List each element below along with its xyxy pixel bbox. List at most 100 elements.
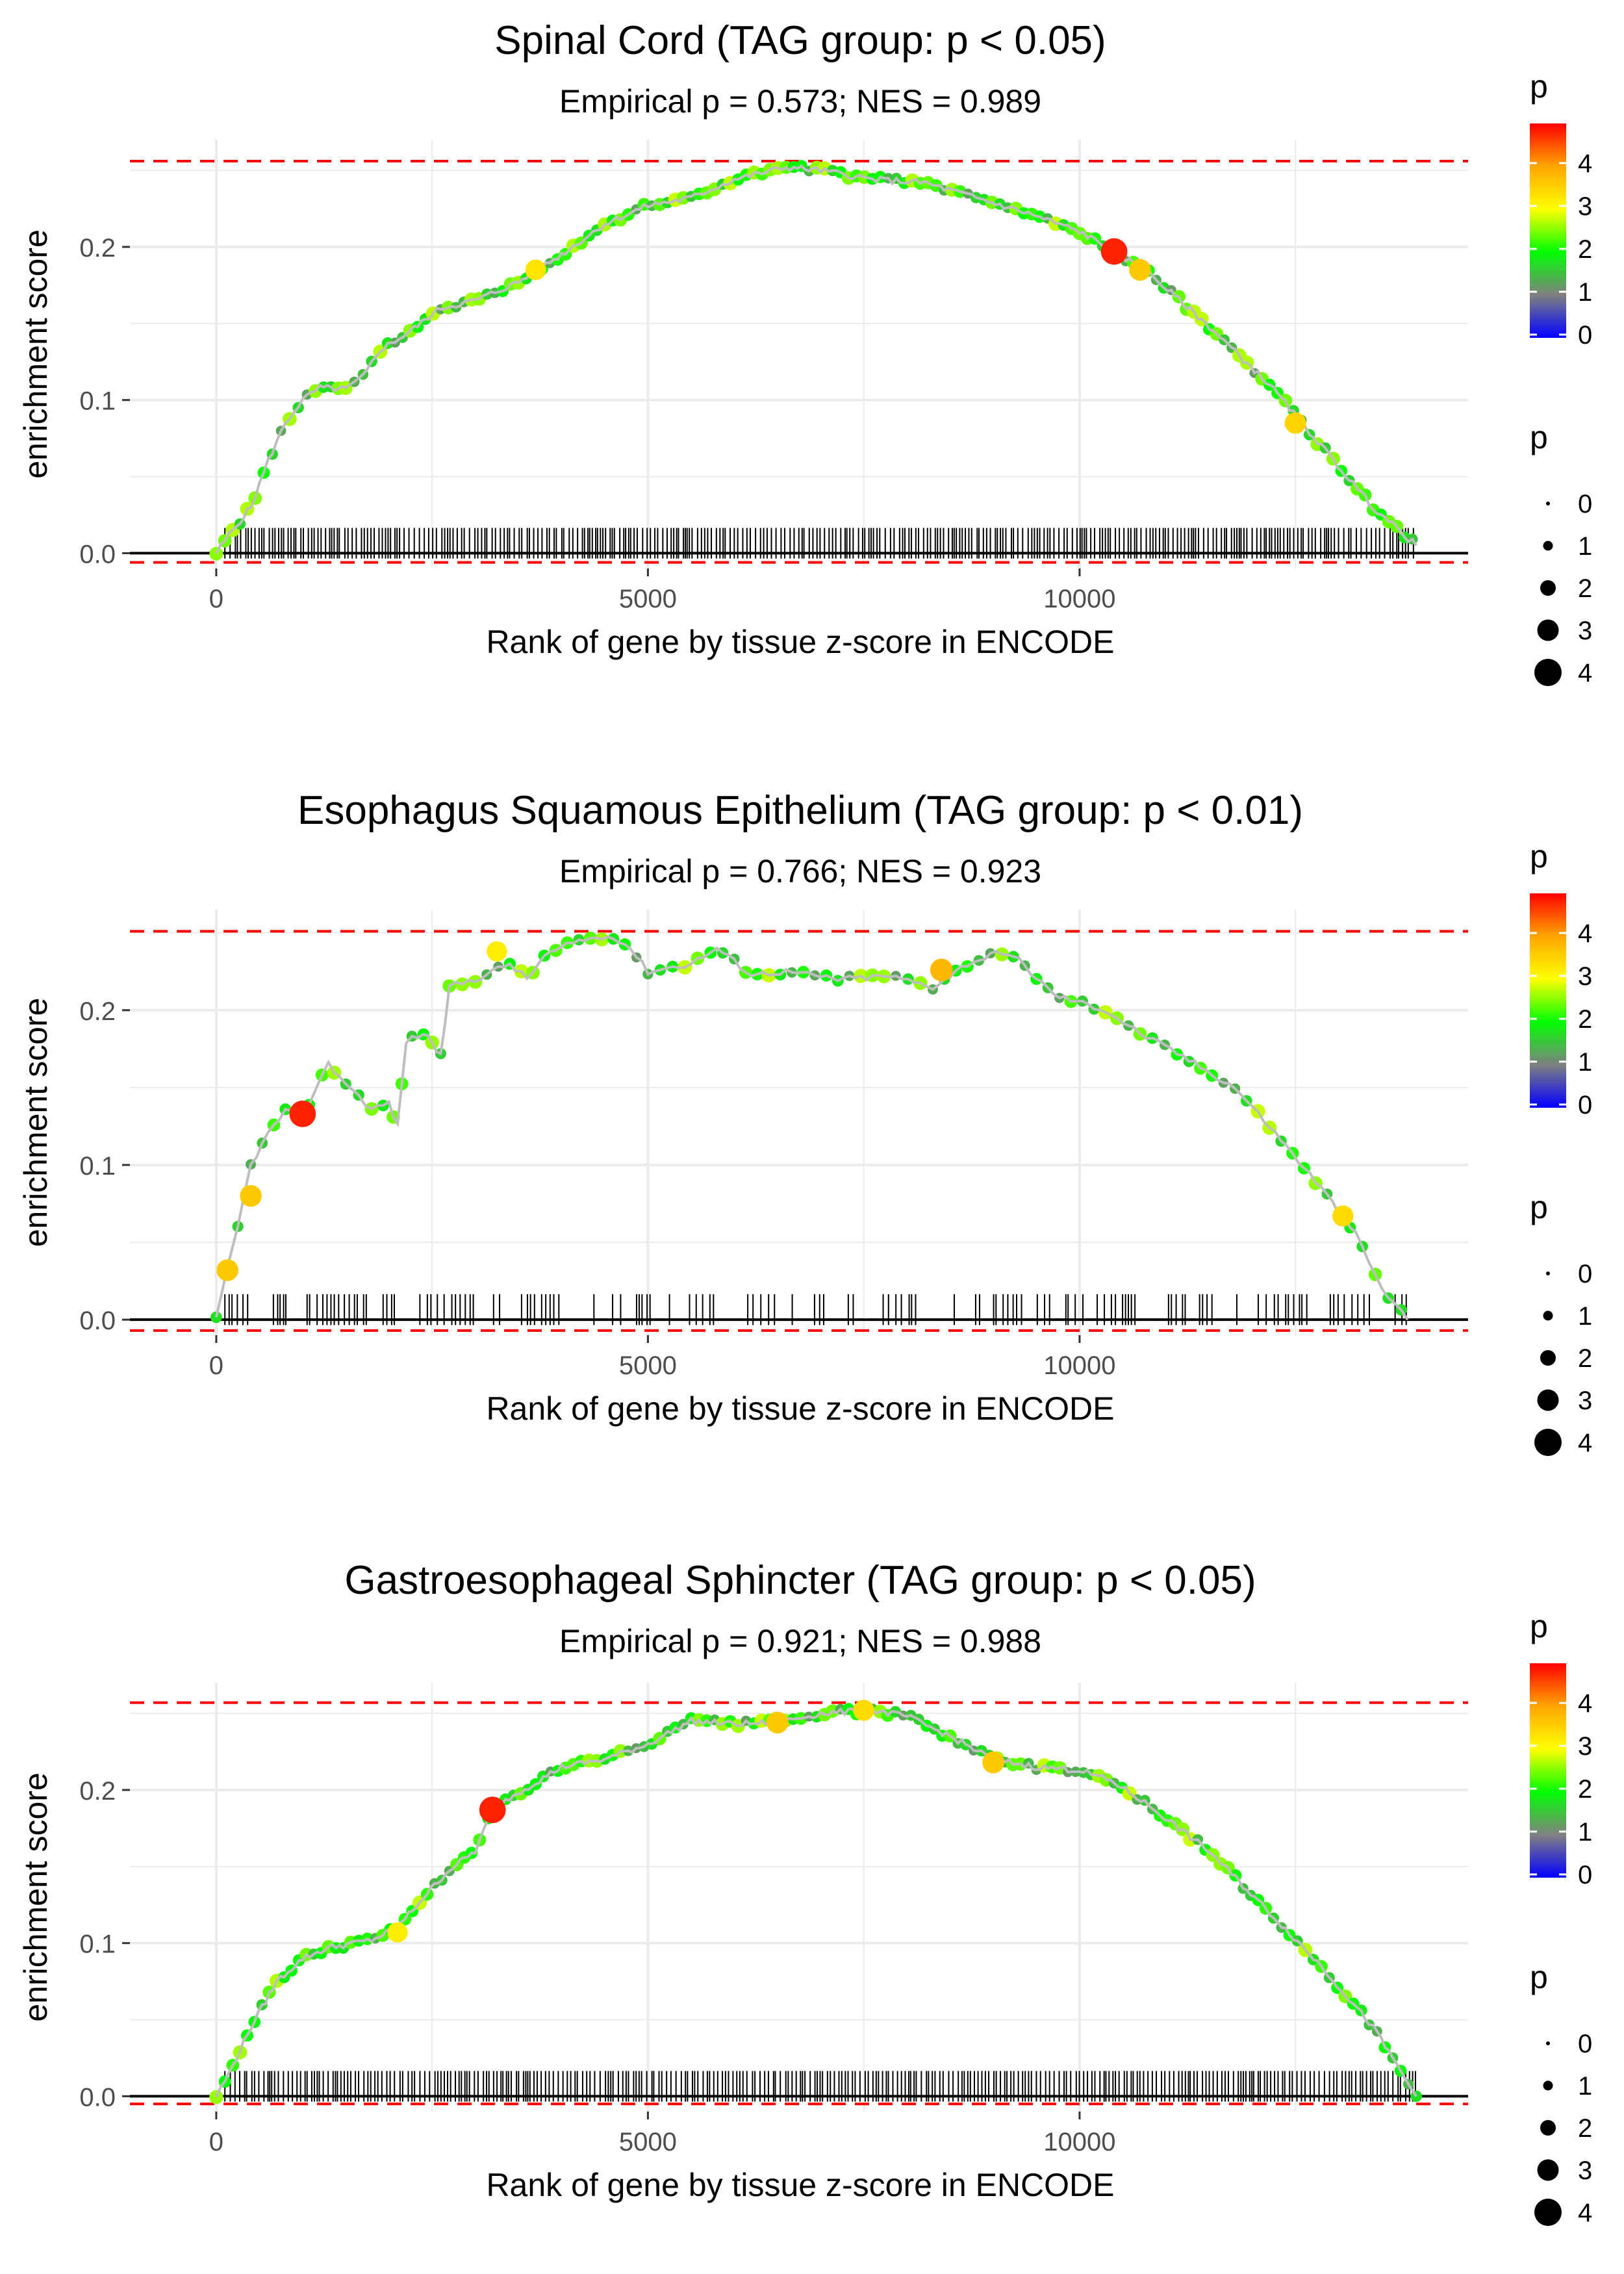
size-legend-label: 1 <box>1578 532 1592 561</box>
size-legend-label: 0 <box>1578 2030 1592 2058</box>
size-legend-label: 3 <box>1578 617 1592 645</box>
color-legend-label: 2 <box>1578 1005 1592 1034</box>
size-legend-dot <box>1537 1389 1559 1411</box>
x-tick-label: 10000 <box>1043 1351 1115 1380</box>
size-legend-dot <box>1537 619 1559 641</box>
panel-1: Spinal Cord (TAG group: p < 0.05) Empiric… <box>18 18 1592 687</box>
color-legend-label: 4 <box>1578 1689 1592 1718</box>
panel-subtitle: Empirical p = 0.766; NES = 0.923 <box>559 853 1041 889</box>
es-highlight-point <box>930 958 953 982</box>
size-legend-label: 0 <box>1578 1260 1592 1288</box>
x-tick-label: 5000 <box>619 1351 677 1380</box>
es-highlight-point <box>240 1184 262 1207</box>
y-tick-label: 0.1 <box>79 387 116 416</box>
axes: 0.0 0.1 0.2 0 5000 10000 Rank of gene by tissu… <box>18 997 1116 1427</box>
y-axis-label: enrichment score <box>18 998 54 1247</box>
x-tick-label: 0 <box>209 585 223 613</box>
es-highlight-point <box>479 1796 506 1824</box>
color-legend-label: 4 <box>1578 919 1592 948</box>
y-tick-label: 0.2 <box>79 1777 116 1806</box>
size-legend-label: 1 <box>1578 2072 1592 2101</box>
y-tick-label: 0.1 <box>79 1152 116 1181</box>
es-highlight-point <box>853 1700 874 1721</box>
size-legend-dot <box>1546 1271 1550 1275</box>
size-legend-label: 4 <box>1578 2199 1592 2227</box>
size-legend-label: 0 <box>1578 490 1592 518</box>
size-legend-dot <box>1534 659 1562 686</box>
size-legend-dot <box>1543 541 1553 551</box>
es-line <box>214 935 1409 1321</box>
color-legend-title: p <box>1530 68 1548 105</box>
legend: p 0 1 2 3 4 p 0 1 2 3 4 <box>1530 1608 1592 2227</box>
gridlines <box>130 1683 1468 2112</box>
color-legend-label: 0 <box>1578 321 1592 350</box>
gridlines <box>130 140 1468 568</box>
legend: p 0 1 2 3 4 p 0 1 2 3 4 <box>1530 68 1592 687</box>
y-tick-label: 0.0 <box>79 540 116 568</box>
es-highlight-point <box>1284 412 1306 434</box>
color-legend-title: p <box>1530 838 1548 875</box>
color-legend-label: 1 <box>1578 278 1592 307</box>
es-highlight-point <box>982 1751 1004 1774</box>
color-legend-label: 1 <box>1578 1818 1592 1846</box>
y-tick-label: 0.2 <box>79 997 116 1026</box>
y-tick-label: 0.1 <box>79 1930 116 1959</box>
axes: 0.0 0.1 0.2 0 5000 10000 Rank of gene by tissu… <box>18 1772 1116 2203</box>
es-line <box>215 164 1417 555</box>
size-legend-title: p <box>1530 1189 1548 1225</box>
y-tick-label: 0.0 <box>79 2083 116 2112</box>
panel-2: Esophagus Squamous Epithelium (TAG group… <box>18 788 1592 1457</box>
color-legend-label: 4 <box>1578 149 1592 178</box>
color-legend-label: 1 <box>1578 1048 1592 1077</box>
size-legend-dot <box>1546 502 1550 505</box>
panel-subtitle: Empirical p = 0.573; NES = 0.989 <box>559 83 1041 120</box>
es-highlight-point <box>387 1922 408 1943</box>
color-bar <box>1530 123 1566 338</box>
size-legend-dot <box>1540 2120 1556 2136</box>
size-legend-label: 2 <box>1578 2114 1592 2143</box>
es-highlight-point <box>1129 259 1151 281</box>
size-legend-dot <box>1546 2041 1550 2045</box>
color-legend-label: 0 <box>1578 1091 1592 1119</box>
size-legend-dot <box>1540 1350 1556 1366</box>
color-legend-label: 2 <box>1578 235 1592 264</box>
es-curve <box>209 1700 1423 2104</box>
size-legend-label: 2 <box>1578 1344 1592 1373</box>
size-legend-title: p <box>1530 419 1548 455</box>
es-highlight-point <box>1332 1205 1354 1227</box>
size-legend-title: p <box>1530 1959 1548 1995</box>
es-highlight-point <box>1100 238 1128 265</box>
x-axis-label: Rank of gene by tissue z-score in ENCODE <box>486 1390 1114 1427</box>
x-tick-label: 5000 <box>619 2128 677 2156</box>
es-curve <box>210 931 1409 1323</box>
axes: 0.0 0.1 0.2 0 5000 10000 Rank of gene by tissu… <box>18 229 1116 660</box>
panel-3: Gastroesophageal Sphincter (TAG group: p… <box>18 1558 1592 2227</box>
x-tick-label: 0 <box>209 2128 223 2156</box>
color-legend-title: p <box>1530 1608 1548 1644</box>
es-highlight-point <box>289 1101 316 1127</box>
es-highlight-point <box>766 1711 789 1734</box>
color-legend-label: 3 <box>1578 962 1592 991</box>
panel-title: Gastroesophageal Sphincter (TAG group: p… <box>344 1558 1256 1603</box>
es-highlight-point <box>525 259 546 281</box>
y-axis-label: enrichment score <box>18 229 54 479</box>
y-axis-label: enrichment score <box>18 1772 54 2022</box>
size-legend-dot <box>1543 2080 1553 2091</box>
size-legend-dot <box>1534 2199 1562 2226</box>
y-tick-label: 0.0 <box>79 1307 116 1335</box>
color-legend-label: 2 <box>1578 1775 1592 1804</box>
es-highlight-point <box>487 941 507 962</box>
size-legend-label: 4 <box>1578 659 1592 687</box>
x-axis-label: Rank of gene by tissue z-score in ENCODE <box>486 2167 1114 2203</box>
color-bar <box>1530 1663 1566 1878</box>
size-legend-dot <box>1540 580 1556 596</box>
size-legend-dot <box>1534 1429 1562 1456</box>
size-legend-label: 1 <box>1578 1302 1592 1331</box>
legend: p 0 1 2 3 4 p 0 1 2 3 4 <box>1530 838 1592 1457</box>
size-legend-label: 2 <box>1578 574 1592 603</box>
size-legend-label: 3 <box>1578 2156 1592 2185</box>
size-legend-label: 4 <box>1578 1429 1592 1457</box>
panel-subtitle: Empirical p = 0.921; NES = 0.988 <box>559 1623 1041 1659</box>
panel-title: Spinal Cord (TAG group: p < 0.05) <box>494 18 1106 63</box>
